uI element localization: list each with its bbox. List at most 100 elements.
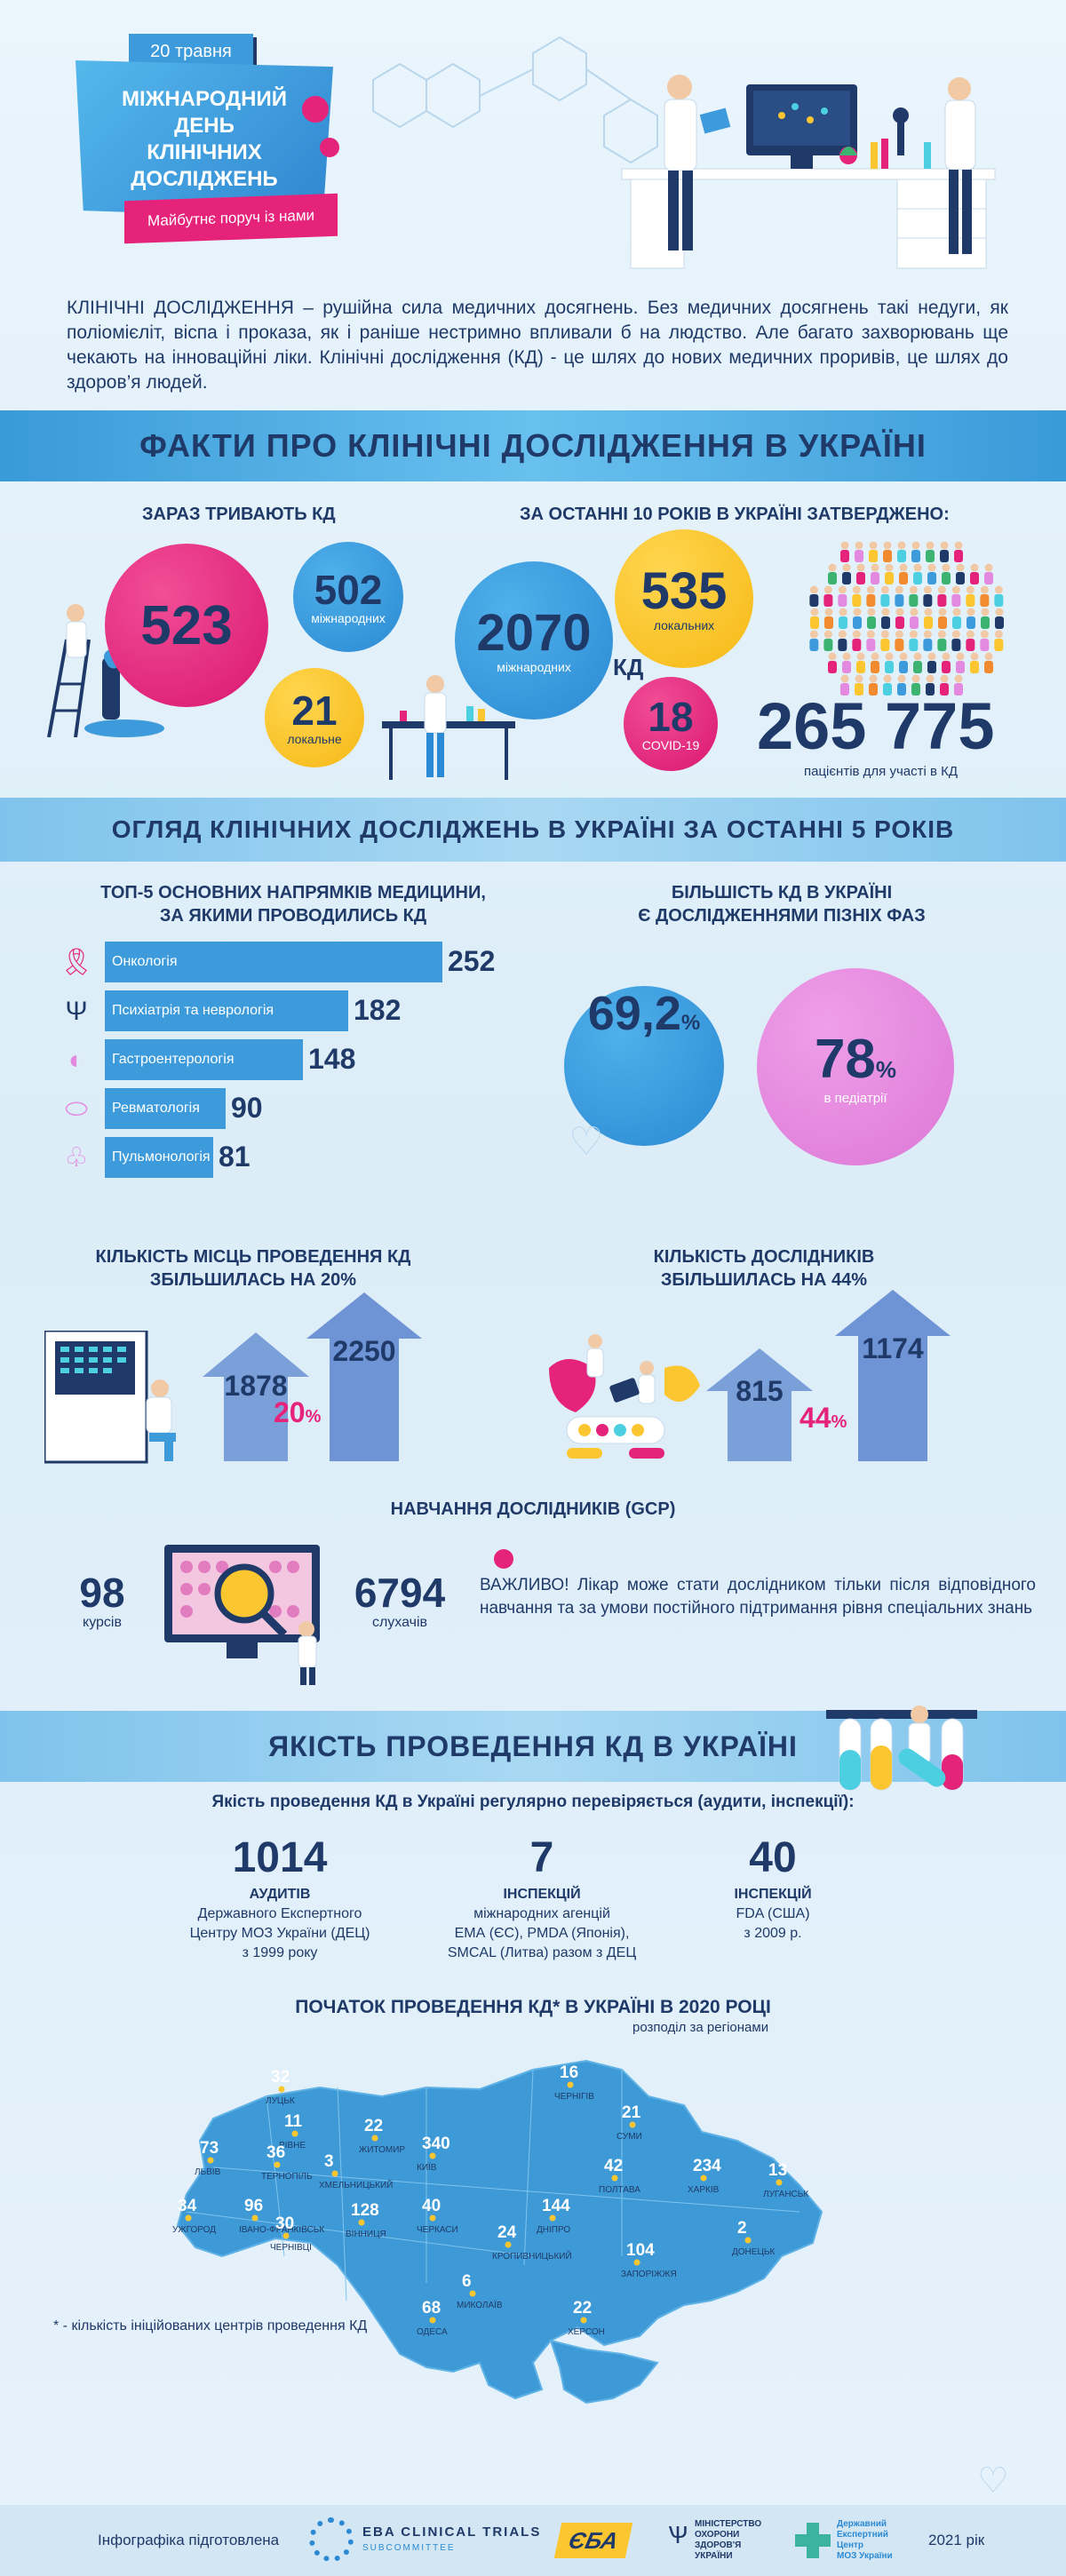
person-body: [911, 550, 920, 562]
person-head: [867, 608, 876, 616]
person-head: [823, 585, 832, 594]
trident-icon: Ѱ: [668, 2521, 688, 2548]
person-head: [866, 630, 875, 639]
region-city: ЛЬВІВ: [195, 2167, 221, 2177]
person-head: [838, 585, 847, 594]
city-dot: [700, 2174, 707, 2182]
person-body: [984, 661, 993, 673]
person-head: [871, 563, 879, 572]
date-text: 20 травня: [150, 41, 232, 61]
ongoing-intl-label: міжнародних: [311, 611, 386, 625]
map-subtitle: розподіл за регіонами: [632, 2020, 769, 2035]
person-head: [911, 541, 920, 550]
region-city: ЖИТОМИР: [359, 2145, 405, 2155]
person-head: [824, 608, 833, 616]
person-head: [866, 585, 875, 594]
ukraine-map-shape: [176, 2059, 823, 2400]
person-body: [842, 661, 851, 673]
intl-inspections-value: 7: [529, 1834, 554, 1881]
moz-line-3: ЗДОРОВ'Я: [695, 2540, 742, 2550]
person-head: [881, 608, 890, 616]
person-body: [951, 594, 961, 607]
region-value: 13: [768, 2161, 787, 2180]
person-body: [952, 616, 961, 629]
top5-title-line-1: ТОП-5 ОСНОВНИХ НАПРЯМКІВ МЕДИЦИНИ,: [100, 883, 486, 902]
person-body: [824, 616, 833, 629]
investigators-title: КІЛЬКІСТЬ ДОСЛІДНИКІВ ЗБІЛЬШИЛАСЬ НА 44%: [604, 1245, 924, 1292]
person-head: [970, 563, 979, 572]
person-head: [970, 652, 979, 661]
investigators-title-line-1: КІЛЬКІСТЬ ДОСЛІДНИКІВ: [653, 1247, 875, 1267]
city-dot: [429, 2214, 436, 2222]
monitor-magnifier-illustration: [164, 1545, 320, 1685]
region-value: 21: [622, 2103, 641, 2122]
region-city: ПОЛТАВА: [599, 2185, 640, 2195]
city-dot: [611, 2174, 618, 2182]
top5-bar-chart: 🎗 Онкологія 252 Ψ Психіатрія та неврологія 18…: [0, 942, 533, 1208]
ongoing-total-value: 523: [140, 594, 233, 656]
person-body: [855, 683, 863, 696]
person-body: [970, 572, 979, 584]
person-body: [810, 616, 819, 629]
important-dot: [494, 1549, 513, 1569]
ongoing-local-label: локальне: [287, 732, 342, 746]
person-head: [871, 652, 879, 661]
inv-arrow-after: 1174: [835, 1290, 951, 1461]
dec-line-3: Центр: [837, 2540, 864, 2550]
title-line-4: ДОСЛІДЖЕНЬ: [131, 167, 278, 191]
bar-value-2: 182: [354, 994, 402, 1026]
person-head: [994, 585, 1003, 594]
city-dot: [580, 2317, 587, 2324]
moz-name: МІНІСТЕРСТВО ОХОРОНИ ЗДОРОВ'Я УКРАЇНИ: [695, 2519, 761, 2562]
person-head: [899, 652, 908, 661]
person-head: [885, 563, 894, 572]
pink-dot-decoration: [302, 96, 329, 123]
person-head: [899, 563, 908, 572]
person-head: [909, 630, 918, 639]
approved-local-label: локальних: [653, 618, 715, 632]
person-body: [883, 550, 892, 562]
city-dot: [371, 2135, 378, 2142]
person-head: [883, 674, 892, 683]
intro-paragraph: КЛІНІЧНІ ДОСЛІДЖЕННЯ – рушійна сила меди…: [67, 298, 1008, 393]
ongoing-local-value: 21: [291, 688, 338, 734]
region-city: ЧЕРКАСИ: [417, 2225, 458, 2235]
person-body: [809, 639, 819, 651]
person-body: [942, 572, 951, 584]
bar-2: Психіатрія та неврологія: [105, 990, 348, 1031]
person-body: [980, 594, 990, 607]
person-body: [984, 572, 993, 584]
header-section: 20 травня МІЖНАРОДНИЙ ДЕНЬ КЛІНІЧНИХ ДОС…: [0, 0, 1066, 293]
city-dot: [633, 2259, 640, 2266]
person-body: [940, 683, 949, 696]
person-body: [899, 661, 908, 673]
person-body: [937, 594, 947, 607]
person-head: [923, 585, 932, 594]
person-body: [856, 661, 865, 673]
person-head: [952, 608, 961, 616]
person-body: [940, 550, 949, 562]
bar-value-3: 148: [308, 1043, 356, 1075]
person-head: [895, 630, 903, 639]
ongoing-total-circle: 523: [105, 544, 268, 707]
person-body: [828, 572, 837, 584]
person-head: [838, 630, 847, 639]
person-body: [923, 594, 933, 607]
sites-title: КІЛЬКІСТЬ МІСЦЬ ПРОВЕДЕННЯ КД ЗБІЛЬШИЛАС…: [53, 1245, 453, 1292]
person-head: [869, 674, 878, 683]
person-body: [840, 550, 849, 562]
person-body: [895, 616, 904, 629]
region-value: 96: [244, 2197, 263, 2215]
audits-line-3: Центру МОЗ України (ДЕЦ): [189, 1926, 370, 1941]
person-body: [956, 661, 965, 673]
stomach-icon: ◐: [68, 1046, 85, 1075]
person-head: [880, 585, 889, 594]
eba-logo-text: ЄБА: [566, 2526, 621, 2554]
intl-inspections-label: ІНСПЕКЦІЙ: [503, 1887, 581, 1902]
person-body: [839, 616, 847, 629]
region-city: ІВАНО-ФРАНКІВСЬК: [239, 2225, 324, 2235]
late-phase-percent: %: [680, 1011, 701, 1035]
person-body: [994, 594, 1004, 607]
bar-5: Пульмонологія: [105, 1137, 213, 1178]
person-head: [910, 608, 919, 616]
